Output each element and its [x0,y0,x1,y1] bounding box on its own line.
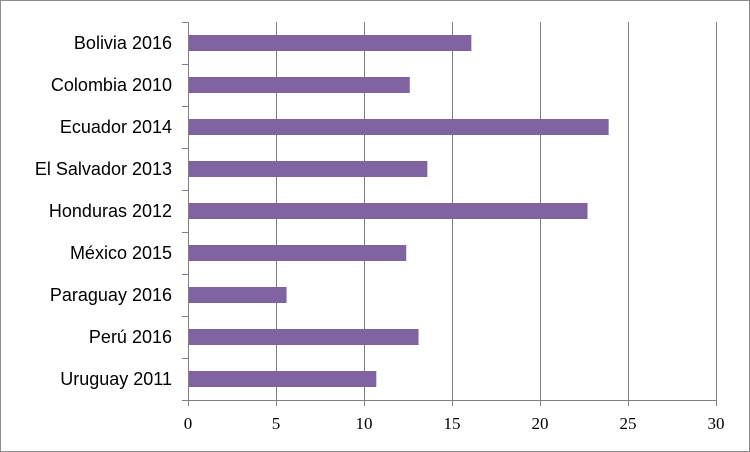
bar [188,203,588,219]
category-label: Ecuador 2014 [60,117,172,137]
bar [188,161,428,177]
bars [188,35,609,387]
category-labels: Bolivia 2016 Colombia 2010 Ecuador 2014 El … [35,33,172,389]
category-label: México 2015 [70,243,172,263]
bar [188,77,410,93]
category-label: Uruguay 2011 [60,369,172,389]
category-label: Colombia 2010 [51,75,172,95]
category-label: Bolivia 2016 [74,33,172,53]
bar [188,287,287,303]
category-label: El Salvador 2013 [35,159,172,179]
bar [188,371,377,387]
tick-labels: 0 5 10 15 20 25 30 [184,414,725,433]
category-label: Perú 2016 [89,327,172,347]
x-tick-label: 15 [444,414,461,433]
axes [182,22,717,406]
bar [188,245,407,261]
x-tick-label: 30 [708,414,725,433]
bar [188,119,609,135]
x-tick-label: 25 [620,414,637,433]
category-label: Paraguay 2016 [50,285,172,305]
x-tick-label: 5 [272,414,281,433]
bar [188,35,472,51]
bar [188,329,419,345]
x-tick-label: 20 [532,414,549,433]
x-tick-label: 0 [184,414,193,433]
category-label: Honduras 2012 [49,201,172,221]
x-tick-label: 10 [356,414,373,433]
